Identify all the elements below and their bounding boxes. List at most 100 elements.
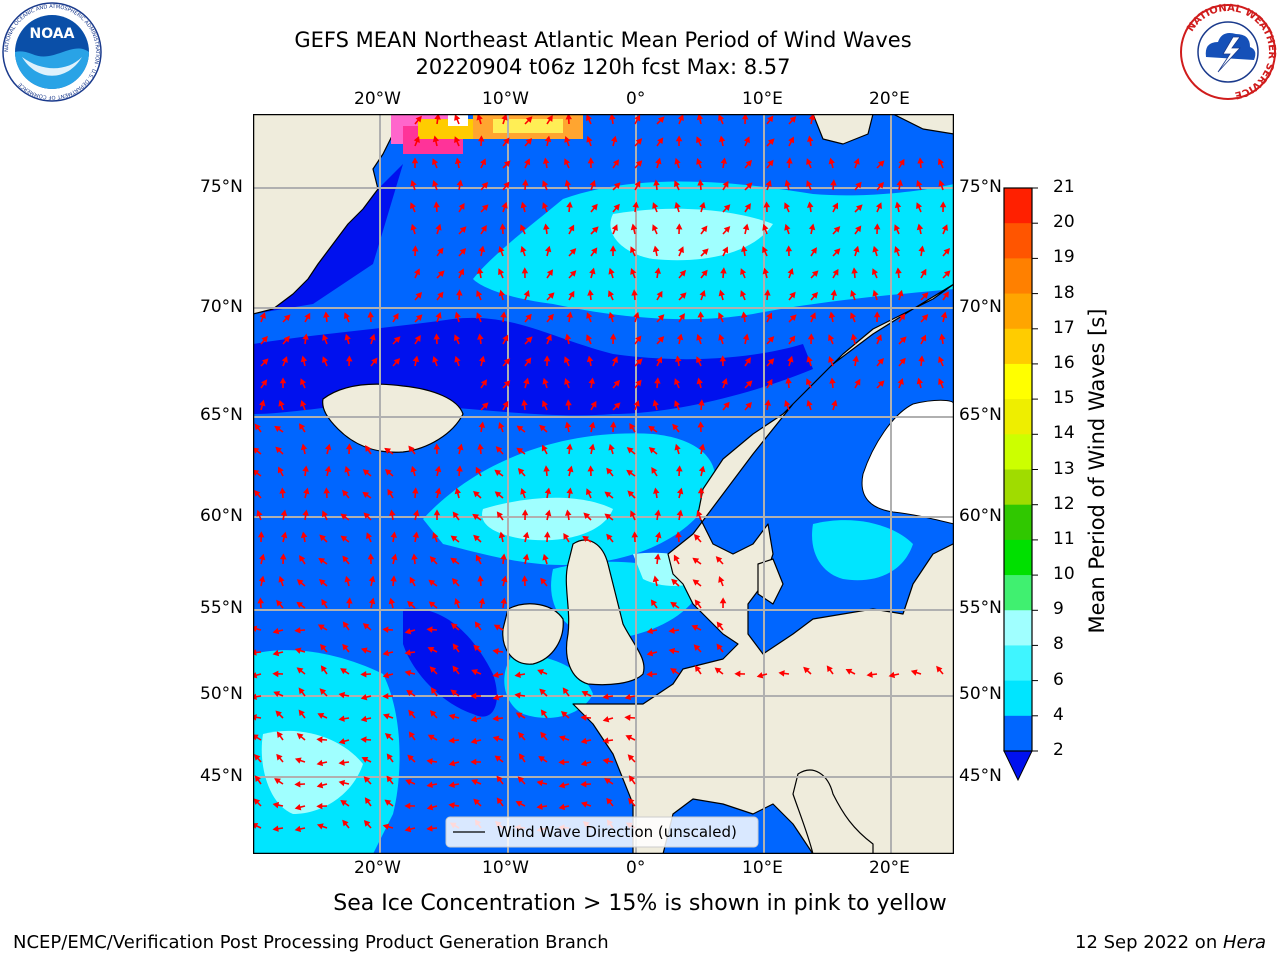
wave-arrow-head <box>498 289 505 297</box>
wave-arrow-head <box>481 204 489 211</box>
wave-arrow-head <box>480 158 486 166</box>
wave-arrow-head <box>720 267 727 274</box>
wave-arrow-head <box>360 671 367 678</box>
wave-arrow-head <box>606 797 613 805</box>
wave-arrow-head <box>628 775 635 783</box>
wave-arrow-head <box>630 510 636 518</box>
wave-arrow-head <box>525 357 532 365</box>
wave-arrow-head <box>910 669 918 676</box>
wave-arrow-head <box>675 531 682 538</box>
wave-arrow-head <box>294 825 302 833</box>
wave-arrow-head <box>938 179 945 187</box>
wave-arrow-head <box>540 731 547 739</box>
wave-arrow-head <box>580 737 588 745</box>
wave-arrow-head <box>546 114 553 122</box>
wave-arrow-head <box>492 735 500 742</box>
wave-arrow-head <box>452 643 459 651</box>
wave-arrow-head <box>338 759 345 766</box>
wave-arrow-head <box>744 357 751 364</box>
wave-arrow-head <box>514 692 521 699</box>
wave-arrow-head <box>426 825 433 832</box>
wave-arrow-head <box>481 181 489 189</box>
wave-arrow-head <box>478 245 486 253</box>
wave-arrow-head <box>694 599 701 607</box>
wave-arrow-head <box>734 670 741 678</box>
wave-arrow-head <box>415 314 423 321</box>
wave-arrow-head <box>432 356 439 363</box>
wave-arrow-head <box>626 469 634 476</box>
wave-arrow-head <box>324 465 332 473</box>
wave-arrow-head <box>294 757 302 764</box>
wave-arrow-head <box>767 115 774 123</box>
wave-arrow-head <box>582 535 590 542</box>
wave-arrow-head <box>407 600 414 608</box>
wave-arrow-head <box>300 378 307 386</box>
wave-arrow-head <box>492 648 499 655</box>
wave-arrow-head <box>272 801 280 809</box>
wave-arrow-head <box>368 575 376 583</box>
wave-arrow-head <box>696 377 703 385</box>
lat-label-right-50n: 50°N <box>959 684 1002 704</box>
wave-arrow-head <box>833 226 841 233</box>
wave-arrow-head <box>319 534 326 542</box>
wave-arrow-head <box>522 179 529 186</box>
wave-arrow-head <box>604 778 611 785</box>
wave-arrow-head <box>276 731 283 739</box>
wave-arrow-head <box>404 669 412 677</box>
wave-arrow-head <box>498 422 505 429</box>
wave-arrow-head <box>430 687 437 695</box>
wave-arrow-head <box>897 378 904 385</box>
wave-arrow-head <box>811 291 819 299</box>
wave-arrow-head <box>696 158 703 165</box>
wave-arrow-head <box>476 290 483 297</box>
wave-arrow-head <box>916 180 923 187</box>
wave-arrow-head <box>542 377 549 385</box>
wave-arrow-head <box>384 733 392 740</box>
wave-arrow-head <box>631 531 639 538</box>
wave-arrow-head <box>787 268 794 275</box>
wave-arrow-head <box>471 779 478 786</box>
wave-arrow-head <box>721 378 728 385</box>
wave-arrow-head <box>450 623 458 630</box>
wave-arrow-head <box>566 487 573 494</box>
wave-arrow-head <box>608 443 615 451</box>
wave-arrow-head <box>521 267 529 274</box>
wave-arrow-head <box>627 754 635 761</box>
wave-arrow-head <box>360 736 367 743</box>
wave-arrow-head <box>675 223 683 230</box>
wave-arrow-head <box>323 311 330 318</box>
wave-arrow-head <box>415 291 423 299</box>
wave-arrow-head <box>503 137 510 145</box>
wave-arrow-head <box>586 488 592 496</box>
wave-arrow-head <box>272 627 280 635</box>
map-legend: Wind Wave Direction (unscaled) <box>445 816 759 848</box>
colorbar-swatch <box>1004 363 1032 400</box>
wave-arrow-head <box>414 268 420 276</box>
wave-arrow-head <box>808 114 816 121</box>
wave-arrow-head <box>676 333 684 341</box>
wave-arrow-head <box>299 555 306 562</box>
wave-arrow-head <box>580 780 587 788</box>
wave-arrow-head <box>764 399 772 406</box>
wave-arrow-head <box>693 534 701 541</box>
legend-label: Wind Wave Direction (unscaled) <box>497 823 737 841</box>
wave-arrow-head <box>789 335 796 343</box>
wave-arrow-head <box>674 378 681 385</box>
wave-arrow-head <box>635 379 642 387</box>
wave-arrow-head <box>448 781 455 788</box>
lon-label-bottom-20w: 20°W <box>354 858 401 878</box>
wave-arrow-head <box>362 491 370 498</box>
wave-arrow-head <box>701 248 709 256</box>
wave-arrow-head <box>501 575 508 583</box>
colorbar-swatch <box>1004 715 1032 752</box>
wave-arrow-head <box>741 114 749 120</box>
colorbar-tick-label: 2 <box>1053 740 1064 760</box>
wave-arrow-head <box>694 665 701 673</box>
wave-arrow-head <box>410 179 417 187</box>
wave-arrow-head <box>456 465 463 472</box>
wave-arrow-head <box>583 512 591 519</box>
wave-arrow-head <box>613 203 620 211</box>
wave-arrow-head <box>811 270 819 277</box>
wave-arrow-head <box>899 313 906 321</box>
wave-arrow-head <box>646 627 654 635</box>
